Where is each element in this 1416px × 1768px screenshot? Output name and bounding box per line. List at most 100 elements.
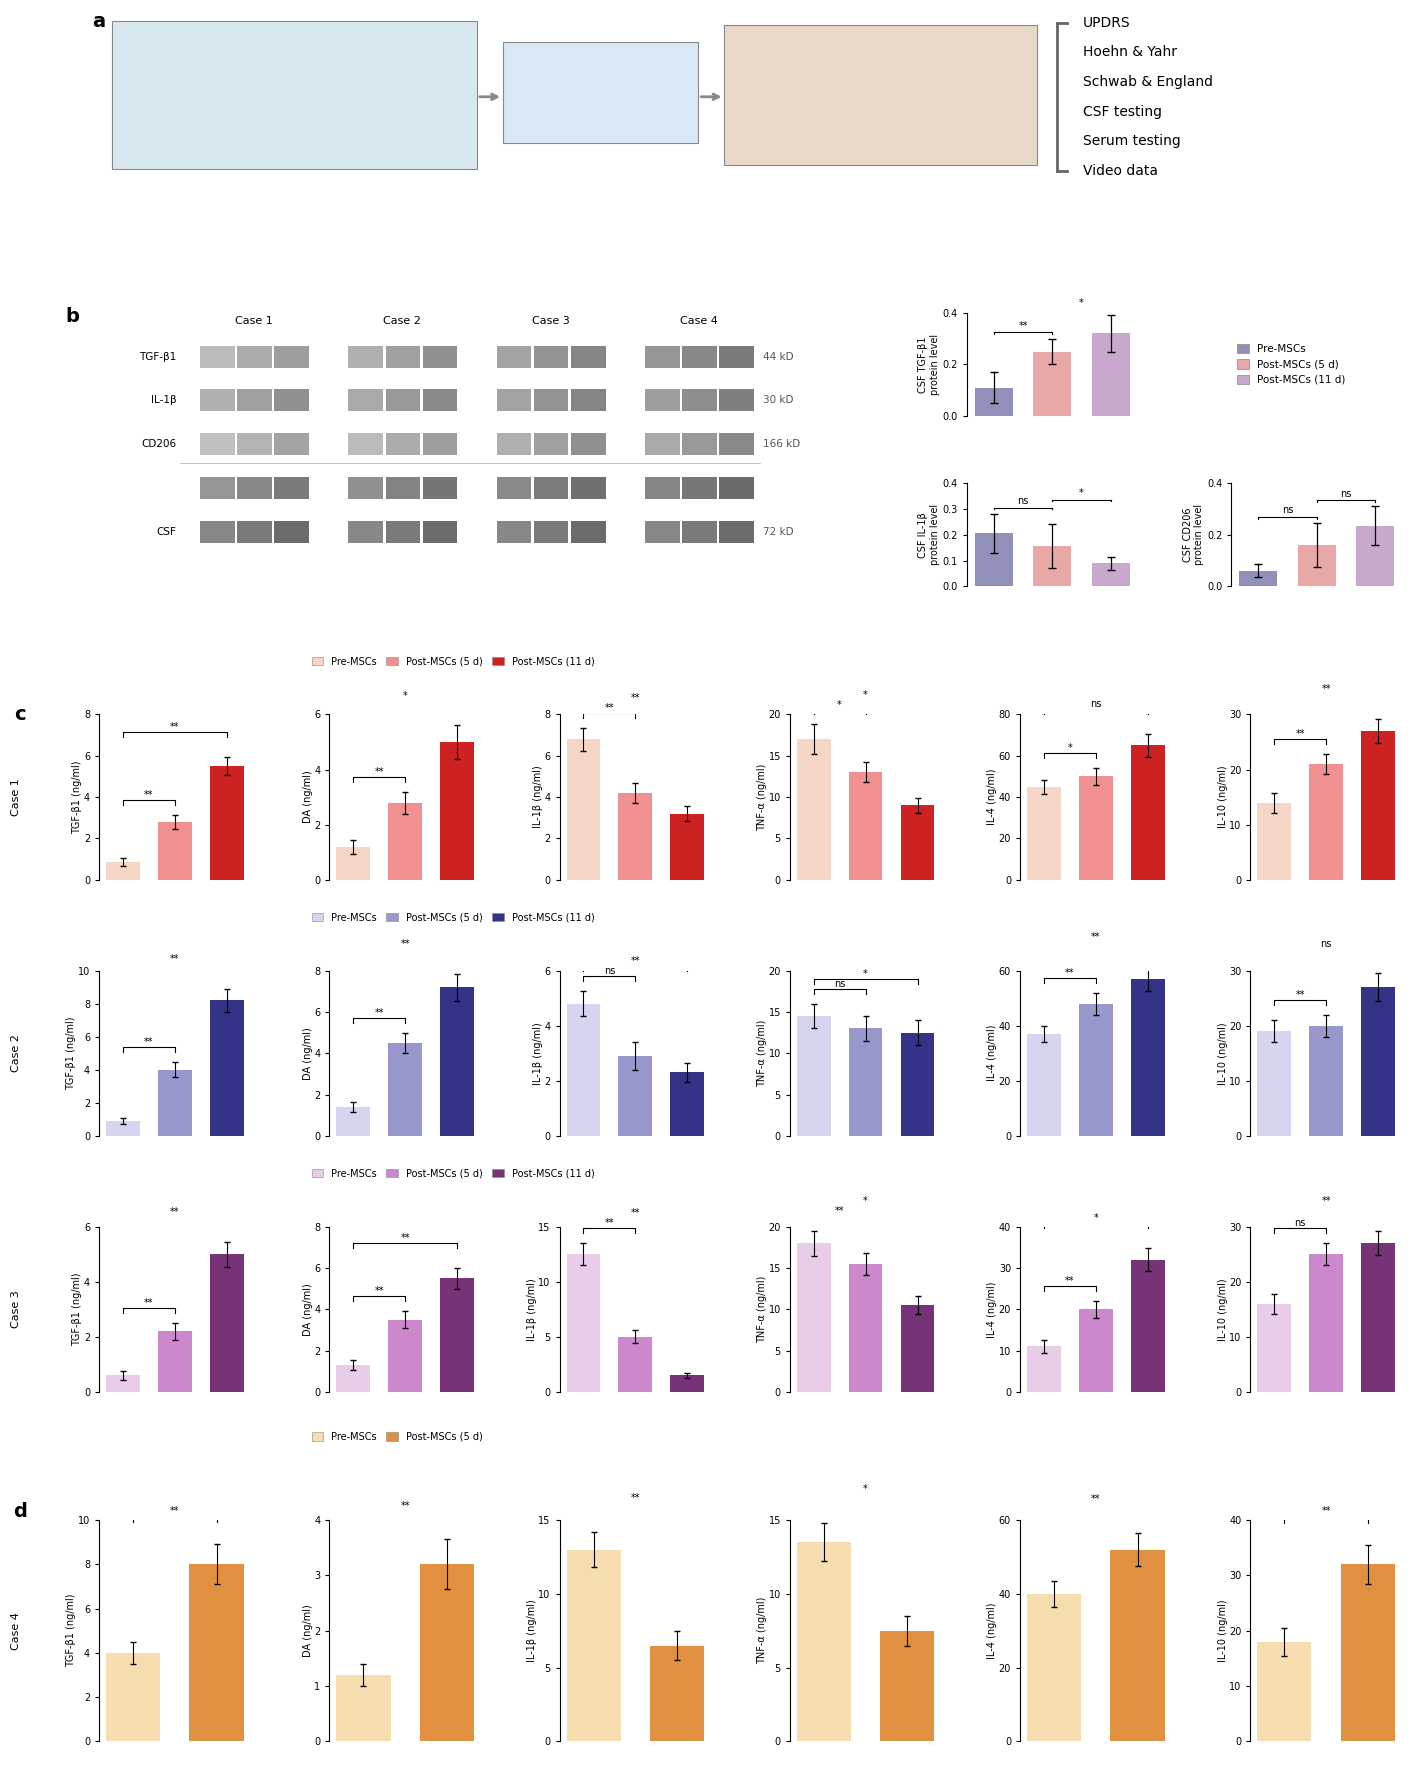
Bar [646, 345, 680, 368]
Y-axis label: IL-1β (ng/ml): IL-1β (ng/ml) [532, 766, 542, 829]
Bar [683, 345, 716, 368]
Bar [619, 794, 653, 880]
Y-axis label: CSF TGF-β1
protein level: CSF TGF-β1 protein level [918, 334, 940, 394]
Bar [619, 1337, 653, 1391]
Text: **: ** [170, 1506, 180, 1515]
Bar [719, 389, 753, 412]
Bar [210, 1254, 244, 1391]
Text: **: ** [630, 1208, 640, 1218]
Bar [419, 1565, 474, 1741]
Text: TGF-β1: TGF-β1 [139, 352, 177, 362]
Bar [571, 389, 606, 412]
Text: *: * [1079, 488, 1083, 499]
Text: ns: ns [1090, 700, 1102, 709]
Text: **: ** [374, 767, 384, 776]
Bar [106, 1376, 140, 1391]
Bar [1310, 1025, 1342, 1135]
Legend: Pre-MSCs, Post-MSCs (5 d), Post-MSCs (11 d): Pre-MSCs, Post-MSCs (5 d), Post-MSCs (11… [312, 656, 595, 667]
Bar [336, 1674, 391, 1741]
Text: **: ** [1065, 1276, 1075, 1285]
Bar [719, 522, 753, 543]
Y-axis label: TGF-β1 (ng/ml): TGF-β1 (ng/ml) [67, 1595, 76, 1667]
Bar [646, 477, 680, 499]
Text: Hoehn & Yahr: Hoehn & Yahr [1083, 46, 1177, 60]
Bar [571, 345, 606, 368]
Y-axis label: TNF-α (ng/ml): TNF-α (ng/ml) [758, 1276, 767, 1344]
Text: **: ** [1321, 684, 1331, 695]
Text: **: ** [605, 1218, 615, 1229]
Text: **: ** [630, 1492, 640, 1503]
Text: **: ** [1018, 320, 1028, 331]
Bar [566, 739, 600, 880]
Text: **: ** [374, 1287, 384, 1296]
Text: **: ** [1321, 1197, 1331, 1206]
Bar [422, 345, 457, 368]
Bar [646, 522, 680, 543]
Bar [159, 822, 191, 880]
Bar [571, 433, 606, 454]
Text: IL-1β: IL-1β [152, 396, 177, 405]
Bar [1257, 803, 1291, 880]
Bar [901, 1033, 935, 1135]
Y-axis label: DA (ng/ml): DA (ng/ml) [303, 1284, 313, 1335]
Bar [901, 1305, 935, 1391]
Text: ns: ns [1294, 1218, 1306, 1229]
Bar [336, 1365, 370, 1391]
Bar [670, 813, 704, 880]
Bar [1027, 787, 1061, 880]
Text: 72 kD: 72 kD [763, 527, 793, 537]
Text: **: ** [605, 704, 615, 713]
Bar [571, 477, 606, 499]
Bar [385, 389, 421, 412]
Text: *: * [1068, 743, 1072, 753]
Bar [1310, 764, 1342, 880]
Bar [1034, 546, 1072, 587]
Text: **: ** [144, 1038, 153, 1047]
Y-axis label: TGF-β1 (ng/ml): TGF-β1 (ng/ml) [72, 1273, 82, 1345]
Bar [534, 522, 568, 543]
Bar [238, 433, 272, 454]
Text: Case 2: Case 2 [384, 315, 422, 325]
Text: **: ** [144, 790, 153, 799]
Text: CSF testing: CSF testing [1083, 104, 1161, 118]
Text: Case 3: Case 3 [11, 1291, 21, 1328]
Text: **: ** [630, 693, 640, 704]
Bar [1079, 1310, 1113, 1391]
Bar [422, 389, 457, 412]
Bar [1110, 1549, 1165, 1741]
Text: b: b [65, 308, 79, 327]
Text: a: a [92, 12, 106, 32]
Text: ns: ns [603, 967, 615, 976]
Bar [683, 522, 716, 543]
Legend: Pre-MSCs, Post-MSCs (5 d), Post-MSCs (11 d): Pre-MSCs, Post-MSCs (5 d), Post-MSCs (11… [1236, 343, 1345, 385]
Y-axis label: DA (ng/ml): DA (ng/ml) [303, 1027, 313, 1080]
Text: Case 2: Case 2 [11, 1034, 21, 1071]
Text: *: * [864, 969, 868, 979]
Legend: Pre-MSCs, Post-MSCs (5 d): Pre-MSCs, Post-MSCs (5 d) [312, 1432, 483, 1443]
Bar [1092, 334, 1130, 415]
Y-axis label: CSF IL-1β
protein level: CSF IL-1β protein level [918, 504, 940, 566]
Bar [275, 345, 309, 368]
Legend: Pre-MSCs, Post-MSCs (5 d), Post-MSCs (11 d): Pre-MSCs, Post-MSCs (5 d), Post-MSCs (11… [312, 912, 595, 923]
Bar [388, 803, 422, 880]
Bar [190, 1565, 244, 1741]
Text: Case 4: Case 4 [11, 1612, 21, 1650]
Text: **: ** [401, 1234, 409, 1243]
Bar [159, 1331, 191, 1391]
Bar [348, 345, 384, 368]
Text: **: ** [374, 1008, 384, 1018]
Y-axis label: IL-4 (ng/ml): IL-4 (ng/ml) [987, 769, 997, 826]
Text: CSF: CSF [157, 527, 177, 537]
Text: ns: ns [834, 979, 845, 988]
Bar [200, 345, 235, 368]
Bar [534, 389, 568, 412]
Y-axis label: IL-1β (ng/ml): IL-1β (ng/ml) [527, 1600, 537, 1662]
Bar [497, 477, 531, 499]
Y-axis label: IL-10 (ng/ml): IL-10 (ng/ml) [1218, 1022, 1228, 1084]
Text: Case 1: Case 1 [11, 778, 21, 817]
Bar [385, 477, 421, 499]
Text: **: ** [144, 1298, 153, 1308]
Y-axis label: IL-10 (ng/ml): IL-10 (ng/ml) [1218, 1278, 1228, 1340]
Bar [348, 522, 384, 543]
Text: **: ** [170, 721, 180, 732]
